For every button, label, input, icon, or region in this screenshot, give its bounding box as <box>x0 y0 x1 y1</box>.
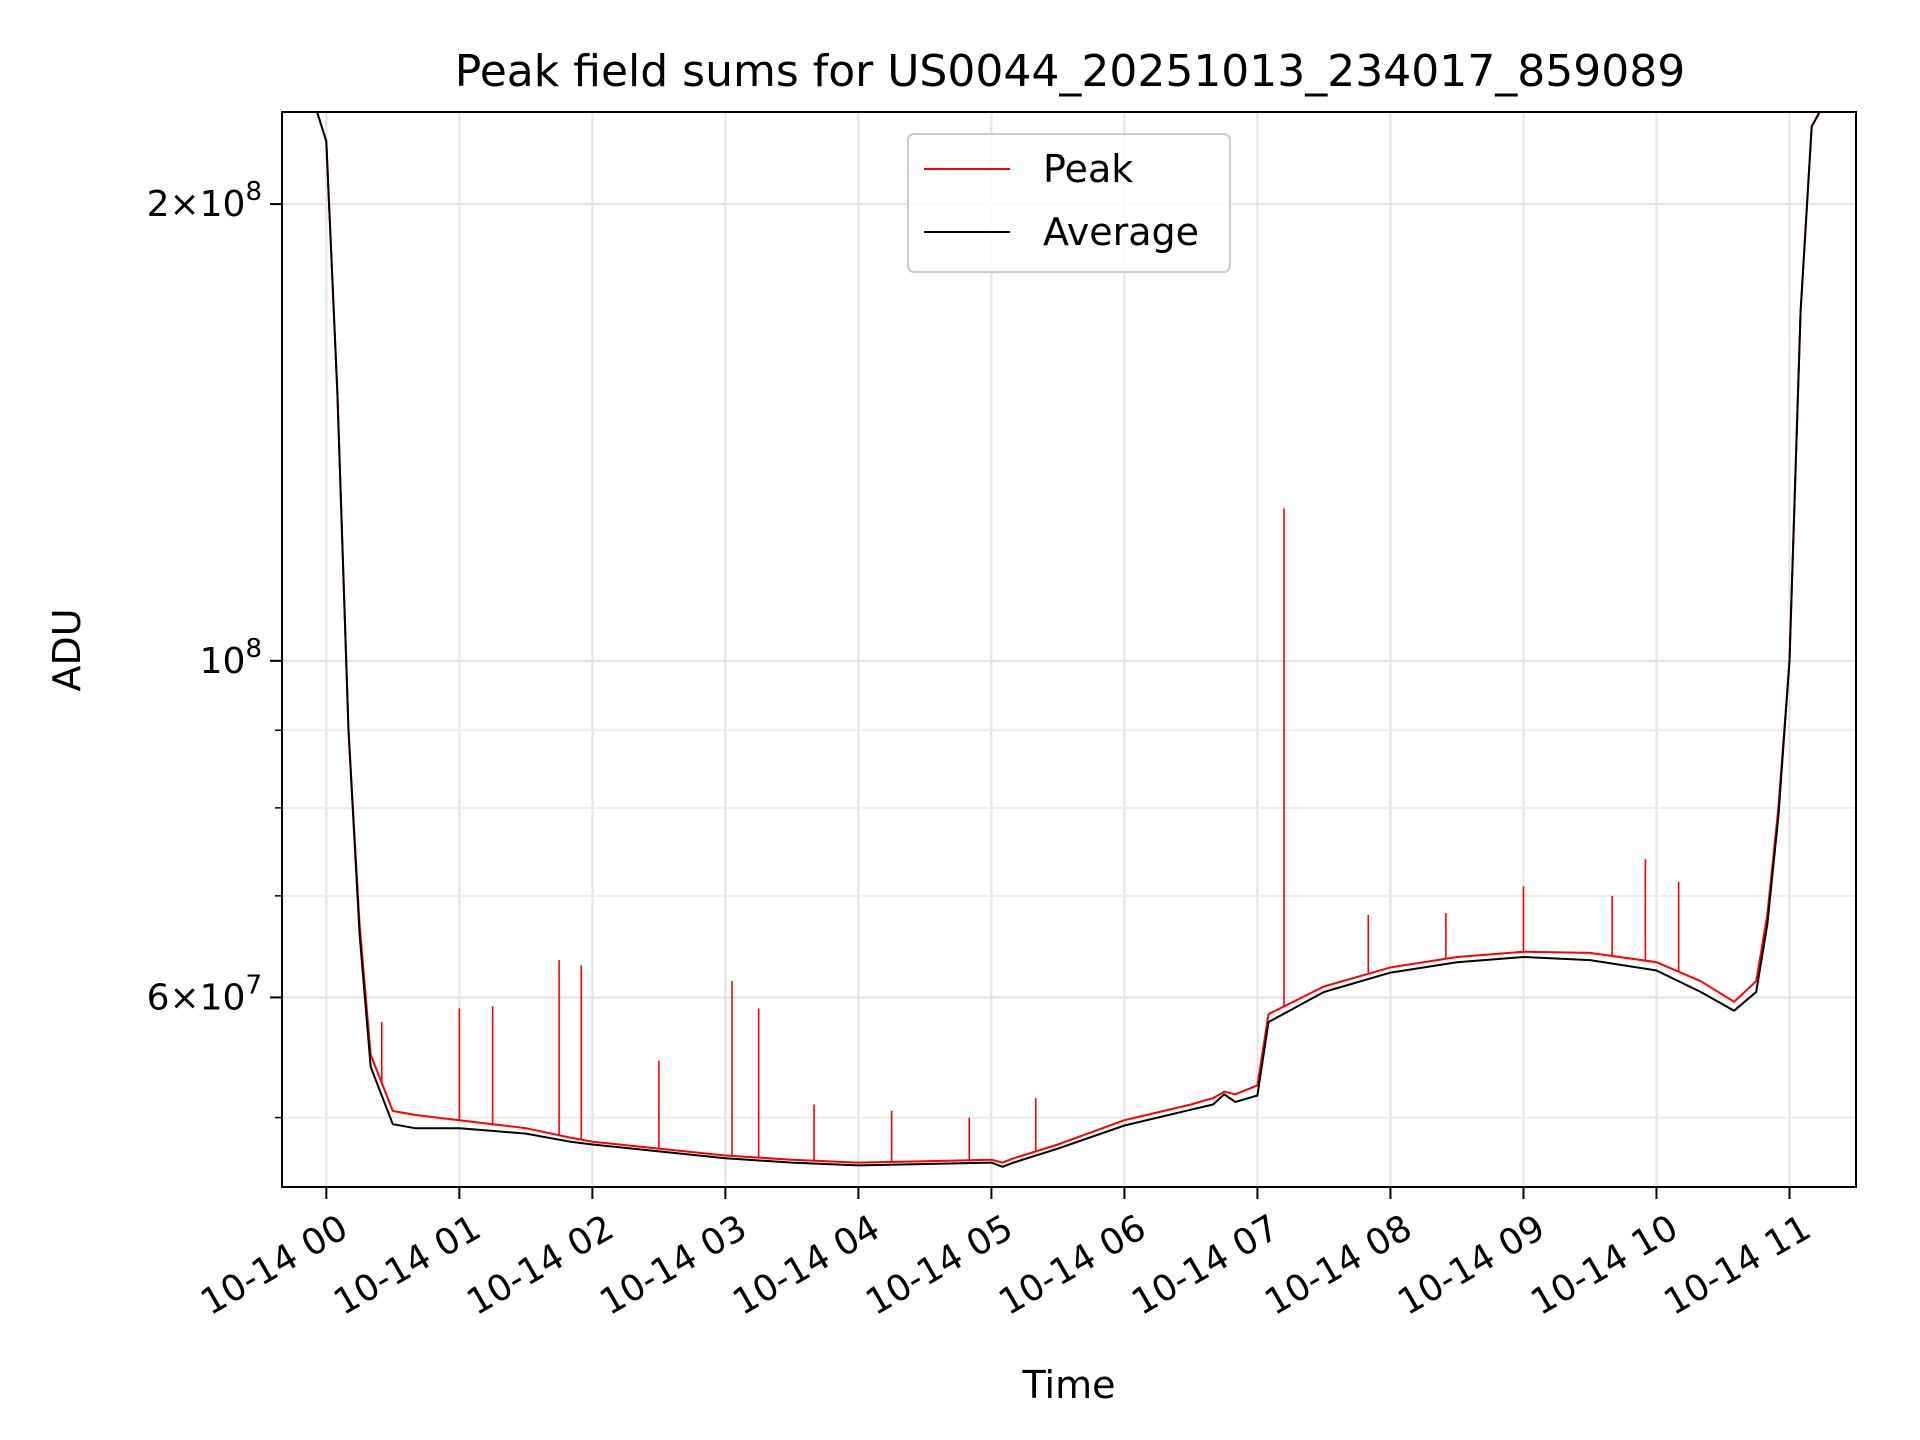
legend-label-peak: Peak <box>1043 147 1133 191</box>
y-axis-label: ADU <box>45 608 89 691</box>
y-tick-label: 2×108 <box>147 177 262 225</box>
x-axis-label: Time <box>1022 1363 1116 1407</box>
series-layer <box>316 112 1821 1168</box>
chart-title: Peak field sums for US0044_20251013_2340… <box>455 46 1685 97</box>
series-line-average <box>316 112 1821 1168</box>
legend: Peak Average <box>907 133 1231 273</box>
y-tick-label: 6×107 <box>147 970 262 1018</box>
plot-frame <box>281 111 1857 1188</box>
y-tick-label: 108 <box>200 634 262 682</box>
legend-label-average: Average <box>1043 210 1199 254</box>
